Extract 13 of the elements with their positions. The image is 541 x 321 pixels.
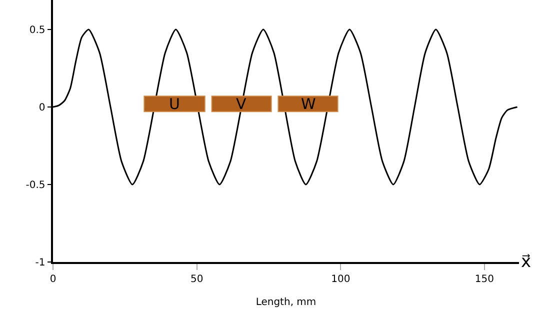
x-tick-label: 100 xyxy=(331,274,350,285)
y-tick-label: -1 xyxy=(35,258,46,268)
x-axis-title: Length, mm xyxy=(256,296,316,308)
x-tick-label: 150 xyxy=(474,274,494,285)
annotation: U xyxy=(169,95,180,113)
y-tick-label: 0.5 xyxy=(29,24,46,36)
annotation: W xyxy=(301,95,316,113)
y-tick-label: 0 xyxy=(38,102,46,114)
text: x⃗ xyxy=(521,252,532,272)
y-tick-label: -0.5 xyxy=(26,180,46,191)
x-tick-label: 50 xyxy=(190,274,204,285)
annotation: V xyxy=(236,95,247,113)
x-tick-label: 0 xyxy=(50,274,56,285)
